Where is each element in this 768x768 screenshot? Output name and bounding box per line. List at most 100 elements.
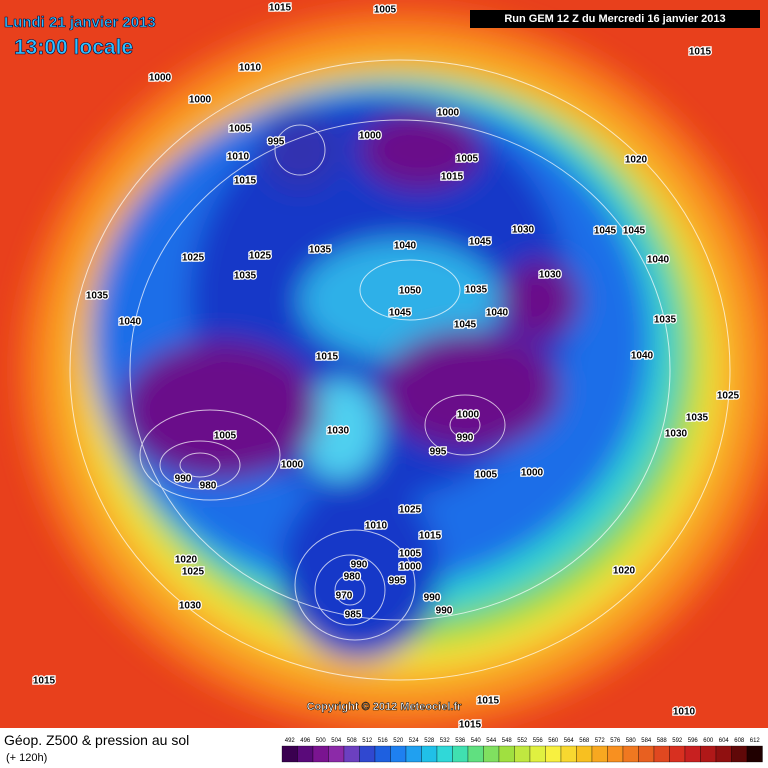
- isobar-label: 1040: [394, 241, 417, 252]
- isobar-label: 1045: [389, 308, 412, 319]
- scale-swatch: [746, 745, 763, 763]
- isobar-label: 1010: [365, 521, 388, 532]
- scale-swatch: [297, 745, 314, 763]
- scale-label: 600: [703, 738, 714, 744]
- isobar-label: 1040: [119, 317, 142, 328]
- scale-swatch: [343, 745, 360, 763]
- scale-label: 512: [362, 738, 373, 744]
- scale-swatch: [467, 745, 484, 763]
- scale-label: 524: [409, 738, 420, 744]
- scale-label: 528: [424, 738, 435, 744]
- isobar-label: 1030: [179, 601, 202, 612]
- isobar-label: 1045: [594, 226, 617, 237]
- isobar-label: 1030: [512, 225, 535, 236]
- scale-label: 576: [610, 738, 621, 744]
- isobar-label: 1045: [623, 226, 646, 237]
- isobar-label: 1005: [374, 5, 397, 16]
- isobar-label: 1025: [399, 505, 422, 516]
- scale-label: 540: [471, 738, 482, 744]
- isobar-label: 1005: [229, 124, 252, 135]
- scale-label: 584: [641, 738, 652, 744]
- footer-lead: (+ 120h): [6, 752, 47, 764]
- scale-label: 544: [486, 738, 497, 744]
- scale-label: 552: [517, 738, 528, 744]
- run-box: [470, 10, 760, 28]
- isobar-label: 1025: [717, 391, 740, 402]
- isobar-label: 1010: [239, 63, 262, 74]
- isobar-label: 1050: [399, 286, 422, 297]
- scale-label: 580: [626, 738, 637, 744]
- isobar-label: 970: [336, 591, 353, 602]
- scale-swatch: [622, 745, 639, 763]
- isobar-label: 1015: [269, 3, 292, 14]
- scale-label: 520: [393, 738, 404, 744]
- scale-swatch: [669, 745, 686, 763]
- scale-swatch: [436, 745, 453, 763]
- scale-label: 596: [688, 738, 699, 744]
- scale-label: 568: [579, 738, 590, 744]
- isobar-label: 985: [345, 610, 362, 621]
- isobar-label: 990: [175, 474, 192, 485]
- isobar-label: 1020: [613, 566, 636, 577]
- isobar-label: 1035: [86, 291, 109, 302]
- isobar-label: 990: [424, 593, 441, 604]
- scale-label: 500: [316, 738, 327, 744]
- run-info: Run GEM 12 Z du Mercredi 16 janvier 2013: [504, 13, 725, 25]
- scale-swatch: [591, 745, 608, 763]
- scale-swatch: [483, 745, 500, 763]
- scale-label: 516: [378, 738, 389, 744]
- isobar-label: 1045: [454, 320, 477, 331]
- isobar-label: 1015: [689, 47, 712, 58]
- isobar-label: 1045: [469, 237, 492, 248]
- isobar-label: 1015: [441, 172, 464, 183]
- isobar-label: 1030: [665, 429, 688, 440]
- isobars: [69, 59, 731, 681]
- scale-swatch: [374, 745, 391, 763]
- scale-label: 556: [533, 738, 544, 744]
- scale-label: 604: [719, 738, 730, 744]
- isobar-label: 990: [351, 560, 368, 571]
- isobar-label: 990: [436, 606, 453, 617]
- scale-label: 560: [548, 738, 559, 744]
- scale-swatch: [312, 745, 329, 763]
- isobar-label: 1000: [399, 562, 422, 573]
- scale-swatch: [715, 745, 732, 763]
- scale-swatch: [514, 745, 531, 763]
- isobar-label: 990: [457, 433, 474, 444]
- scale-label: 564: [564, 738, 575, 744]
- scale-swatch: [529, 745, 546, 763]
- isobar-label: 1030: [539, 270, 562, 281]
- scale-swatch: [731, 745, 748, 763]
- isobar-label: 1000: [457, 410, 480, 421]
- isobar-label: 1010: [673, 707, 696, 718]
- scale-swatch: [560, 745, 577, 763]
- scale-label: 572: [595, 738, 606, 744]
- isobar-label: 995: [389, 576, 406, 587]
- scale-swatch: [545, 745, 562, 763]
- isobar-label: 1005: [214, 431, 237, 442]
- copyright: Copyright © 2012 Meteociel.fr: [307, 701, 463, 713]
- isobar-label: 1020: [625, 155, 648, 166]
- isobar-label: 1035: [234, 271, 257, 282]
- isobar-label: 1040: [647, 255, 670, 266]
- scale-label: 504: [331, 738, 342, 744]
- scale-swatch: [638, 745, 655, 763]
- isobar-label: 995: [268, 137, 285, 148]
- isobar-label: 1000: [189, 95, 212, 106]
- scale-label: 532: [440, 738, 451, 744]
- isobar-label: 980: [344, 572, 361, 583]
- isobar-label: 1030: [327, 426, 350, 437]
- scale-swatch: [359, 745, 376, 763]
- scale-label: 548: [502, 738, 513, 744]
- scale-swatch: [607, 745, 624, 763]
- scale-label: 592: [672, 738, 683, 744]
- isobar-label: 1040: [631, 351, 654, 362]
- scale-label: 612: [750, 738, 761, 744]
- isobar-label: 1015: [477, 696, 500, 707]
- isobar-label: 1000: [437, 108, 460, 119]
- isobar-label: 1025: [182, 567, 205, 578]
- scale-swatch: [700, 745, 717, 763]
- time: 13:00 locale: [14, 36, 133, 59]
- footer-title: Géop. Z500 & pression au sol: [4, 732, 189, 748]
